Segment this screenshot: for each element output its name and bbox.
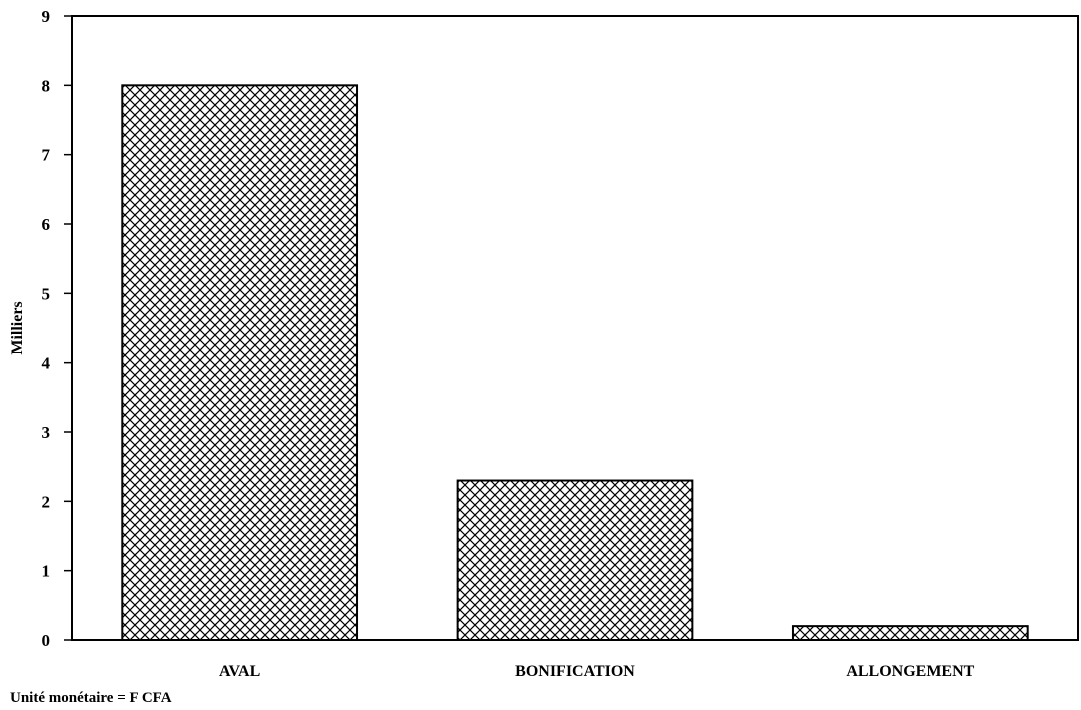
y-tick-label: 8 xyxy=(42,76,51,95)
x-category-label: ALLONGEMENT xyxy=(846,663,974,680)
y-axis-ticks: 0 1 2 3 4 5 6 7 8 9 xyxy=(42,7,72,650)
x-category-label: BONIFICATION xyxy=(515,663,635,680)
y-tick-label: 4 xyxy=(42,354,51,373)
x-category-label: AVAL xyxy=(219,663,260,680)
y-tick-label: 0 xyxy=(42,631,51,650)
bar-aval xyxy=(121,84,359,642)
currency-footnote: Unité monétaire = F CFA xyxy=(10,690,172,706)
x-axis-labels: AVAL BONIFICATION ALLONGEMENT xyxy=(219,663,975,680)
y-tick-label: 6 xyxy=(42,215,51,234)
y-tick-label: 3 xyxy=(42,423,51,442)
y-tick-label: 9 xyxy=(42,7,51,26)
y-tick-label: 1 xyxy=(42,562,51,581)
y-tick-label: 5 xyxy=(42,284,51,303)
bars-group xyxy=(121,84,1029,642)
y-tick-label: 2 xyxy=(42,492,51,511)
y-tick-label: 7 xyxy=(42,146,51,165)
bar-allongement xyxy=(791,625,1029,642)
y-axis-title: Milliers xyxy=(9,301,26,354)
bar-bonification xyxy=(456,479,694,641)
